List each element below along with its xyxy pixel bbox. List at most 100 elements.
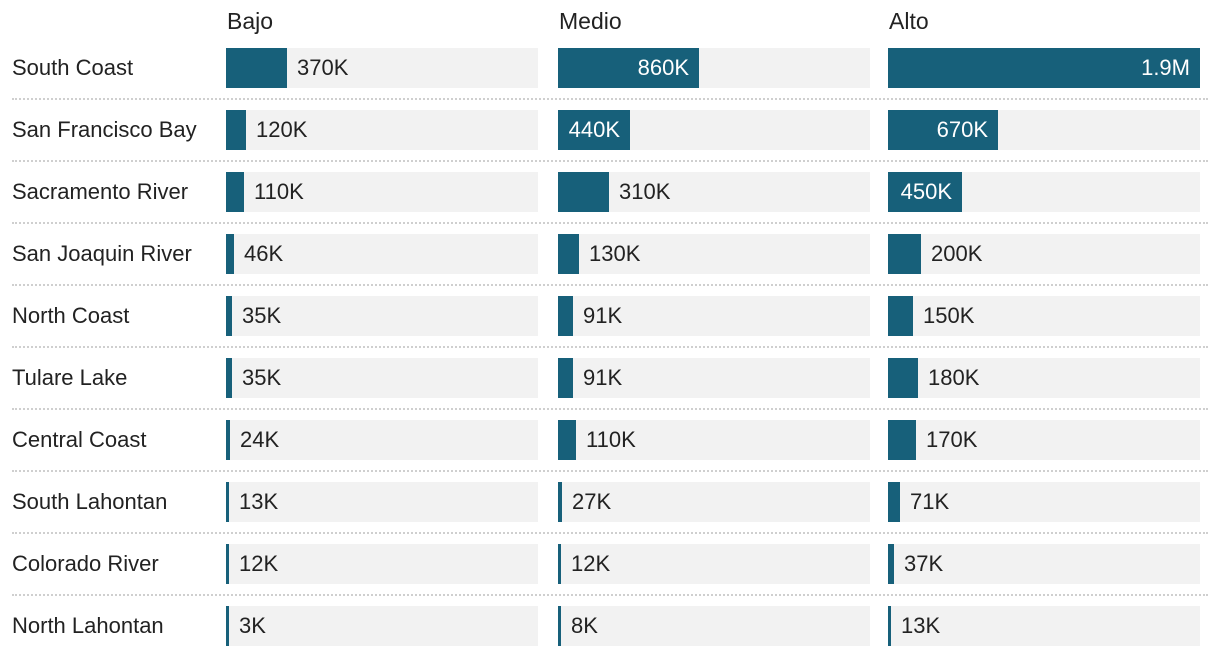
bar	[888, 48, 1200, 88]
bar	[558, 110, 630, 150]
row-label: Colorado River	[12, 551, 159, 576]
data-label: 35K	[242, 303, 282, 328]
row-separator	[12, 160, 1208, 162]
row-separator	[12, 98, 1208, 100]
bar	[888, 110, 998, 150]
bar	[888, 606, 891, 646]
data-label: 310K	[619, 179, 671, 204]
bar-track	[888, 234, 1200, 274]
panel-header-bajo: Bajo	[227, 8, 274, 34]
bar-track	[888, 482, 1200, 522]
row-label: South Lahontan	[12, 489, 168, 514]
bar-track	[558, 420, 870, 460]
bar	[226, 48, 287, 88]
data-label: 370K	[297, 55, 349, 80]
bar	[226, 420, 230, 460]
bar-track	[226, 172, 538, 212]
bar-track	[888, 420, 1200, 460]
data-label: 3K	[239, 613, 266, 638]
data-label: 200K	[931, 241, 983, 266]
data-label: 110K	[254, 179, 304, 204]
bar-track	[226, 420, 538, 460]
row-label: Sacramento River	[12, 179, 189, 204]
bar	[888, 544, 894, 584]
bar	[226, 296, 232, 336]
bar	[888, 420, 916, 460]
bar-track	[888, 606, 1200, 646]
data-label: 13K	[901, 613, 941, 638]
data-label: 670K	[936, 117, 988, 142]
data-label: 1.9M	[1141, 55, 1190, 80]
data-label: 150K	[923, 303, 975, 328]
data-label: 130K	[589, 241, 641, 266]
bar	[888, 234, 921, 274]
bar	[226, 358, 232, 398]
bar	[558, 544, 561, 584]
row-separator	[12, 408, 1208, 410]
data-label: 37K	[904, 551, 944, 576]
bar-track	[888, 358, 1200, 398]
data-label: 170K	[926, 427, 978, 452]
row-label: North Lahontan	[12, 613, 164, 638]
data-label: 13K	[239, 489, 279, 514]
row-label: South Coast	[12, 55, 134, 80]
data-label: 91K	[583, 303, 623, 328]
bar-track	[558, 358, 870, 398]
row-separator	[12, 594, 1208, 596]
data-label: 180K	[928, 365, 980, 390]
bar	[558, 358, 573, 398]
data-label: 440K	[568, 117, 620, 142]
data-label: 8K	[571, 613, 598, 638]
row-label: Tulare Lake	[12, 365, 128, 390]
bar-track	[226, 110, 538, 150]
bar-track	[888, 296, 1200, 336]
panel-header-alto: Alto	[889, 8, 929, 34]
bar	[888, 358, 918, 398]
bar-track	[558, 544, 870, 584]
data-label: 450K	[900, 179, 952, 204]
data-label: 860K	[637, 55, 689, 80]
data-label: 35K	[242, 365, 282, 390]
bar-track	[226, 606, 538, 646]
bar-track	[558, 606, 870, 646]
bar	[226, 110, 246, 150]
bar	[226, 234, 234, 274]
bar	[226, 544, 229, 584]
data-label: 110K	[586, 427, 636, 452]
data-label: 71K	[910, 489, 950, 514]
data-label: 12K	[239, 551, 279, 576]
row-separator	[12, 222, 1208, 224]
bar	[888, 172, 962, 212]
bar-track	[226, 544, 538, 584]
row-separator	[12, 284, 1208, 286]
bar-track	[558, 296, 870, 336]
bar-track	[226, 296, 538, 336]
row-label: North Coast	[12, 303, 130, 328]
bar	[888, 482, 900, 522]
data-label: 120K	[256, 117, 308, 142]
row-label: San Francisco Bay	[12, 117, 197, 142]
row-separator	[12, 470, 1208, 472]
data-label: 27K	[572, 489, 612, 514]
bar	[558, 482, 562, 522]
bar	[558, 606, 561, 646]
bar-track	[226, 358, 538, 398]
row-label: San Joaquin River	[12, 241, 192, 266]
bar	[226, 482, 229, 522]
bar-track	[226, 234, 538, 274]
bar	[558, 234, 579, 274]
row-separator	[12, 346, 1208, 348]
panel-header-medio: Medio	[559, 8, 622, 34]
data-label: 24K	[240, 427, 280, 452]
bar-track	[226, 482, 538, 522]
bar	[558, 48, 699, 88]
bar	[226, 172, 244, 212]
bar-track	[888, 544, 1200, 584]
bar	[888, 296, 913, 336]
bar	[558, 420, 576, 460]
row-separator	[12, 532, 1208, 534]
bar	[558, 296, 573, 336]
bar	[226, 606, 229, 646]
bar	[558, 172, 609, 212]
